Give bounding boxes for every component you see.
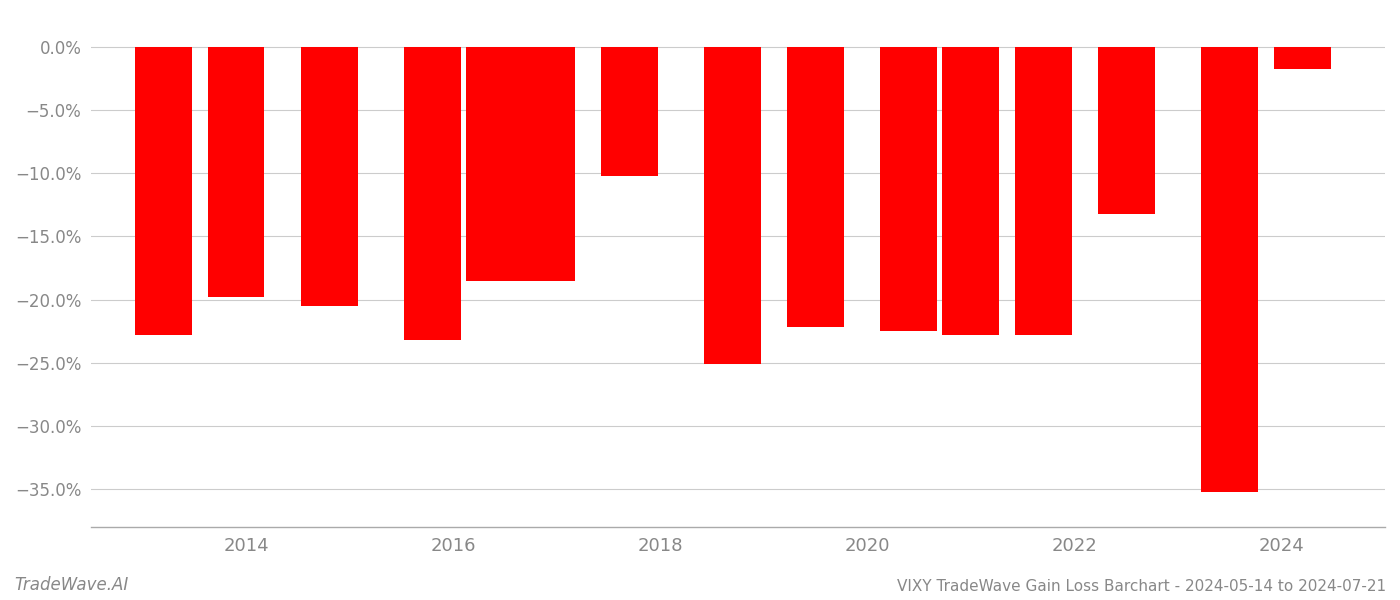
Bar [601,47,658,176]
Bar [881,47,938,331]
Bar [207,47,265,297]
Bar [942,47,1000,335]
Bar [1098,47,1155,214]
Bar [1274,47,1330,70]
Bar [787,47,844,328]
Bar [405,47,461,340]
Bar [704,47,762,364]
Bar [466,47,524,281]
Bar [518,47,575,281]
Bar [134,47,192,335]
Bar [1015,47,1072,335]
Text: TradeWave.AI: TradeWave.AI [14,576,129,594]
Text: VIXY TradeWave Gain Loss Barchart - 2024-05-14 to 2024-07-21: VIXY TradeWave Gain Loss Barchart - 2024… [897,579,1386,594]
Bar [301,47,357,306]
Bar [1201,47,1259,492]
